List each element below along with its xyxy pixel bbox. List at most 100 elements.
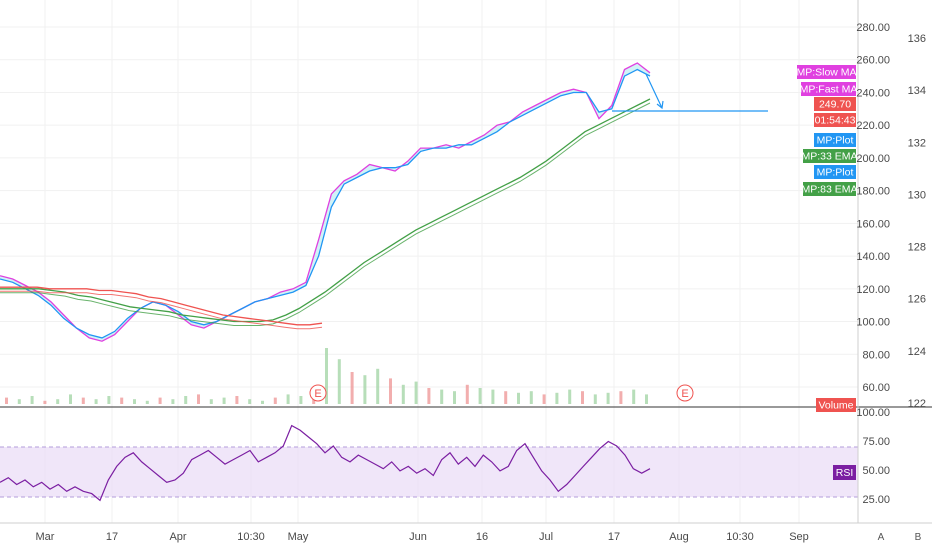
price-labels: MP:Slow MA MP:Fast MA 249.70 01:54:43 MP:Plo… [796,65,858,412]
volume-bar [440,389,444,404]
rsi-label-text: RSI [836,467,854,479]
volume-bar [30,396,34,404]
price-tick-label: 260.00 [856,55,890,67]
volume-bar [209,399,213,404]
price-label-box [814,133,856,147]
volume-bar [542,394,546,404]
b-button[interactable]: B [914,532,922,543]
x-tick-label: Jun [409,531,427,543]
price-label-text: MP:Slow MA [796,67,856,79]
volume-bar [17,399,21,404]
secondary-tick-label: 132 [908,137,926,149]
price-label-text: MP:83 EMA [801,184,857,196]
rsi-tick-label: 25.00 [862,494,890,506]
auto-scale-button[interactable]: A [877,532,885,543]
earnings-marker-label: E [681,388,688,400]
volume-bar [107,396,111,404]
volume-bar [325,348,328,404]
volume-bar [453,391,456,404]
volume-bar [555,392,559,404]
trend-arrow-head [656,100,664,110]
volume-bar [56,399,60,404]
series-line [0,290,323,330]
volume-bar [81,397,85,404]
secondary-tick-label: 126 [908,294,926,306]
price-label-text: MP:Plot [817,167,854,179]
price-label-text: MP:Plot [817,135,854,147]
volume-bar [69,394,72,404]
volume-bar [350,372,354,404]
secondary-tick-label: 130 [908,189,926,201]
grid [0,0,858,523]
volume-bar [197,394,200,404]
price-label-text: MP:Fast MA [800,84,858,96]
x-tick-label: 16 [476,531,488,543]
volume-bar [465,384,469,404]
ma-cloud [0,63,650,342]
axis-labels: 280.00 260.00 240.00 220.00 200.00 180.00 160.… [36,22,926,543]
volume-bar [133,399,136,404]
volume-bar [389,378,392,404]
rsi-tick-label: 50.00 [862,465,890,477]
price-tick-label: 180.00 [856,186,890,198]
series-line [0,68,651,339]
price-label-box [816,398,856,412]
price-label-box [797,65,856,79]
price-tick-label: 280.00 [856,22,890,34]
x-tick-label: Sep [789,531,809,543]
volume-bar [235,396,239,404]
x-tick-label: Jul [539,531,553,543]
earnings-marker[interactable]: E [309,384,327,402]
volume-bar [606,392,610,404]
price-label-text: 249.70 [819,99,851,111]
x-tick-label: 10:30 [726,531,754,543]
volume-bar [337,359,341,404]
earnings-marker-label: E [314,388,321,400]
volume-bar [184,396,188,404]
volume-bar [478,388,482,404]
price-label-text: MP:33 EMA [801,151,857,163]
volume-bar [158,397,162,404]
secondary-tick-label: 136 [908,33,926,45]
volume-bar [312,399,316,404]
series-line [0,102,651,326]
series-line [0,286,323,326]
volume-bar [145,400,149,404]
price-tick-label: 140.00 [856,251,890,263]
volume-bar [414,381,418,404]
volume-bar [222,397,226,404]
x-tick-label: Aug [669,531,689,543]
x-tick-label: Apr [169,531,186,543]
price-label-text: 01:54:43 [815,115,856,127]
price-tick-label: 240.00 [856,87,890,99]
price-tick-label: 80.00 [862,349,890,361]
volume-bar [529,391,533,404]
price-tick-label: 60.00 [862,382,890,394]
price-label-box [814,165,856,179]
x-tick-label: 10:30 [237,531,265,543]
earnings-marker[interactable]: E [676,384,694,402]
volume-bar [593,394,597,404]
price-tick-label: 120.00 [856,284,890,296]
volume-bar [120,397,124,404]
volume-bar [427,388,431,404]
volume-bar [171,399,175,404]
volume-bar [94,399,98,404]
volume-bar [5,397,8,404]
rsi-series [0,424,651,502]
volume-bar [491,389,495,404]
volume-bar [248,399,252,404]
volume-bar [504,391,508,404]
volume-bar [517,392,520,404]
volume-bar [401,384,405,404]
series-line [0,62,651,342]
volume-bar [581,391,584,404]
trend-arrow[interactable] [645,73,663,109]
volume-bar [568,389,572,404]
price-label-box [801,82,856,96]
volume-bar [645,394,648,404]
price-label-box [814,113,856,127]
volume-bars [5,348,648,404]
volume-bar [261,400,264,404]
